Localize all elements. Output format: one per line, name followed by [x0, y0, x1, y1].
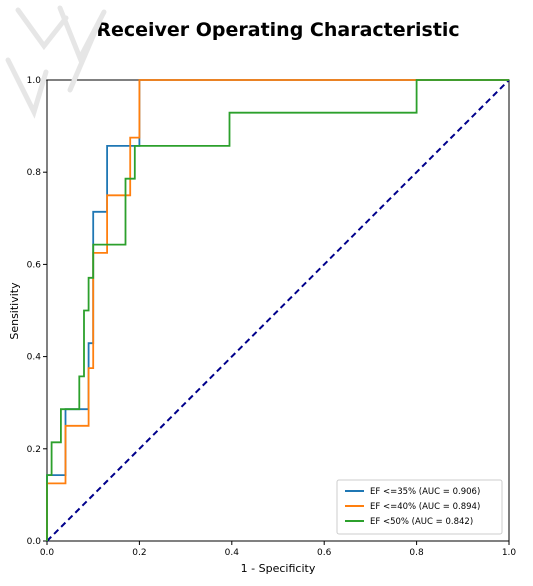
y-tick-label: 0.8	[27, 168, 42, 178]
x-tick-label: 0.6	[317, 548, 332, 558]
reference-diagonal-line	[46, 79, 510, 542]
chart-title: Receiver Operating Characteristic	[96, 19, 459, 41]
legend-label: EF <50% (AUC = 0.842)	[370, 517, 473, 527]
y-tick-label: 0.0	[27, 537, 42, 547]
legend-label: EF <=40% (AUC = 0.894)	[370, 502, 480, 512]
x-tick-label: 0.8	[409, 548, 424, 558]
y-axis-label: Sensitivity	[8, 282, 21, 340]
y-tick-label: 0.4	[27, 353, 42, 363]
y-tick-label: 0.2	[27, 445, 41, 455]
legend-box	[336, 479, 503, 535]
x-tick-label: 0.2	[132, 548, 146, 558]
x-tick-label: 0.4	[225, 548, 240, 558]
legend-label: EF <=35% (AUC = 0.906)	[370, 487, 480, 497]
y-tick-label: 1.0	[27, 76, 42, 86]
y-tick-label: 0.6	[27, 260, 42, 270]
roc-curve-series-3	[46, 79, 509, 541]
x-tick-label: 0.0	[40, 548, 55, 558]
x-tick-label: 1.0	[502, 548, 517, 558]
x-axis-label: 1 - Specificity	[241, 562, 316, 575]
